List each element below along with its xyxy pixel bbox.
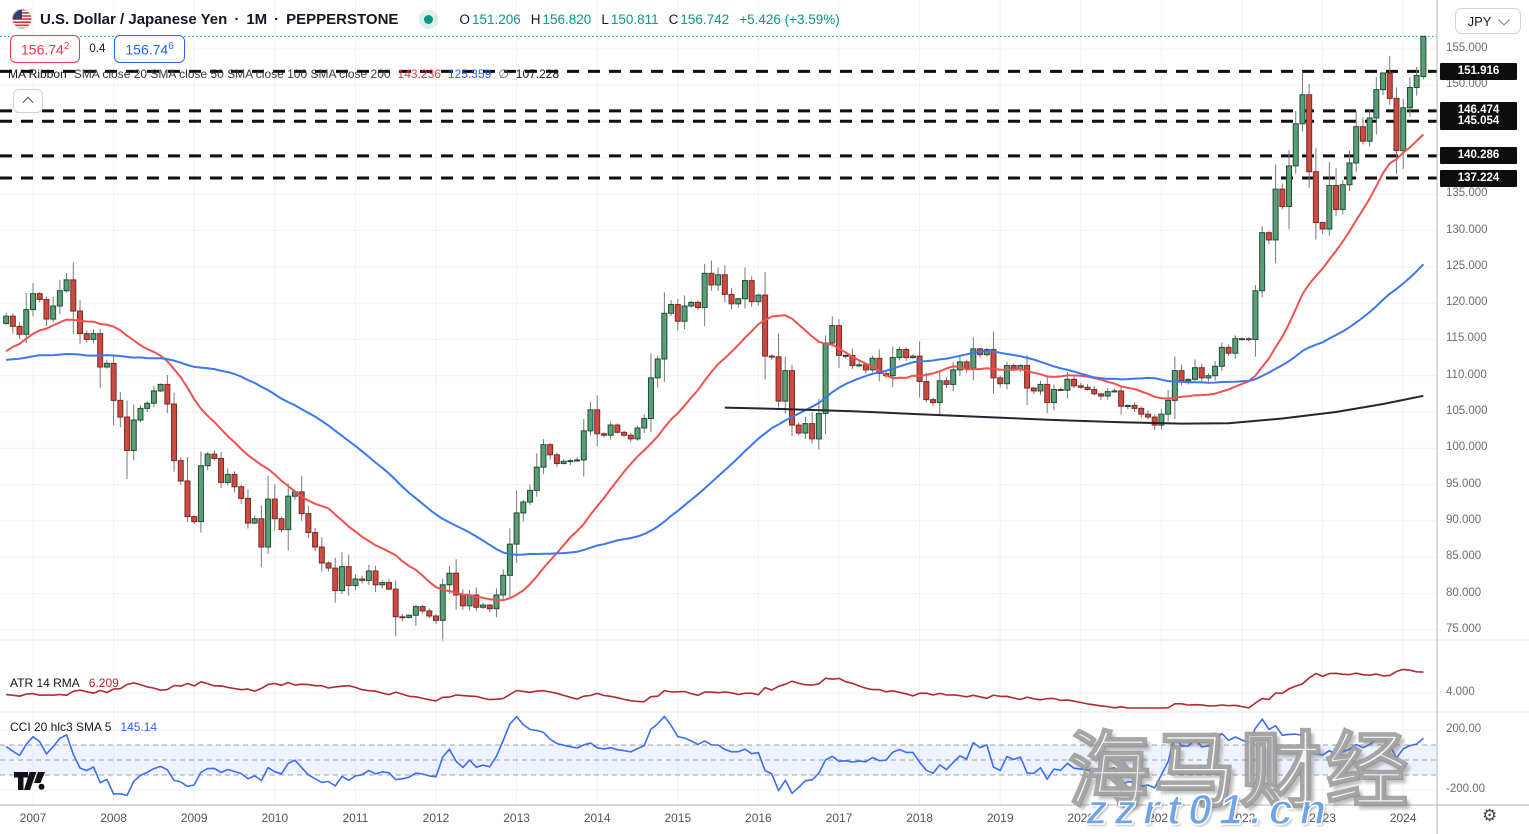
currency-dropdown[interactable]: JPY [1455,8,1521,34]
interval-label[interactable]: 1M [246,10,268,28]
year-label: 2016 [745,811,772,825]
price-tick-label: 95.000 [1446,477,1482,490]
indicator-params: SMA close 20 SMA close 50 SMA close 100 … [73,67,391,81]
price-level-badge: 140.286 [1440,147,1517,165]
year-label: 2021 [1148,811,1175,825]
price-level-badge: 151.916 [1440,62,1517,80]
price-level-badge: 137.224 [1440,169,1517,187]
buy-button[interactable]: 156.746 [114,35,185,63]
year-label: 2024 [1389,811,1417,825]
cci-tick-label: 200.00 [1446,723,1482,735]
year-label: 2011 [342,811,369,825]
cci-tick-label: -200.00 [1446,783,1486,795]
cci-legend[interactable]: CCI 20 hlc3 SMA 5 145.14 [10,720,157,734]
usd-flag-icon [12,9,32,29]
watermark-url: zzrt01.cn [1085,785,1334,834]
cci-value: 145.14 [120,720,158,734]
title-separator: · [274,10,280,28]
spread-value: 0.4 [89,42,106,55]
year-label: 2018 [906,811,933,825]
currency-label: JPY [1467,13,1492,29]
title-separator: · [234,10,240,28]
price-tick-label: 85.000 [1446,550,1482,563]
year-label: 2012 [422,811,450,825]
symbol-info-row[interactable]: U.S. Dollar / Japanese Yen · 1M · PEPPER… [12,7,840,31]
year-label: 2019 [986,811,1014,825]
price-tick-label: 155.000 [1446,42,1488,54]
high-value: 156.820 [542,11,592,27]
year-label: 2022 [1228,811,1256,825]
year-label: 2009 [180,811,208,825]
close-value: 156.742 [680,11,730,27]
chevron-up-icon [22,96,34,109]
year-label: 2015 [664,811,692,825]
price-tick-label: 115.000 [1446,332,1487,345]
atr-label: ATR 14 RMA [10,676,80,690]
chevron-down-icon [1498,13,1511,26]
price-tick-label: 135.000 [1446,187,1488,200]
year-label: 2008 [100,811,127,825]
symbol-title[interactable]: U.S. Dollar / Japanese Yen [40,10,228,28]
indicator-name: MA Ribbon [8,67,67,81]
change-value: +5.426 (+3.59%) [739,11,840,27]
atr-tick-label: 4.000 [1446,686,1475,698]
year-label: 2020 [1067,811,1095,825]
price-tick-label: 120.000 [1446,296,1488,309]
market-status-dot-icon [424,14,434,24]
atr-value: 6.209 [88,676,119,690]
exchange-label[interactable]: PEPPERSTONE [286,10,399,28]
price-tick-label: 125.000 [1446,259,1488,272]
ma-ribbon-legend[interactable]: MA Ribbon SMA close 20 SMA close 50 SMA … [8,67,559,81]
quote-row: 156.742 0.4 156.746 [10,35,185,63]
year-label: 2013 [503,811,530,825]
legend-collapse-button[interactable] [13,89,43,113]
sma50-value: 125.359 [447,67,492,81]
tradingview-logo[interactable] [14,772,46,795]
open-value: 151.206 [471,11,521,27]
price-tick-label: 90.000 [1446,513,1482,526]
price-tick-label: 110.000 [1446,368,1487,381]
price-tick-label: 100.000 [1446,441,1488,454]
price-tick-label: 75.000 [1446,622,1482,635]
sma100-value: ∅ [498,67,509,81]
price-tick-label: 150.000 [1446,78,1488,91]
ohlc-values: O 151.206 H 156.820 L 150.811 C 156.742 +5.4… [459,11,840,27]
year-label: 2017 [825,811,853,825]
watermark-text: 海马财经 [1067,725,1413,818]
price-tick-label: 80.000 [1446,586,1482,599]
low-value: 150.811 [610,11,659,27]
price-tick-label: 130.000 [1446,223,1488,236]
year-label: 2010 [261,811,289,825]
sma20-value: 143.236 [397,67,441,81]
price-level-badge: 145.054 [1440,112,1517,130]
year-label: 2014 [583,811,611,825]
year-label: 2007 [19,811,47,825]
sell-button[interactable]: 156.742 [10,35,81,63]
axis-settings-gear-icon[interactable]: ⚙ [1482,806,1498,825]
sma200-value: 107.228 [515,67,560,81]
cci-label: CCI 20 hlc3 SMA 5 [10,720,112,734]
atr-legend[interactable]: ATR 14 RMA 6.209 [10,676,119,690]
year-label: 2023 [1309,811,1336,825]
price-tick-label: 105.000 [1446,405,1488,417]
